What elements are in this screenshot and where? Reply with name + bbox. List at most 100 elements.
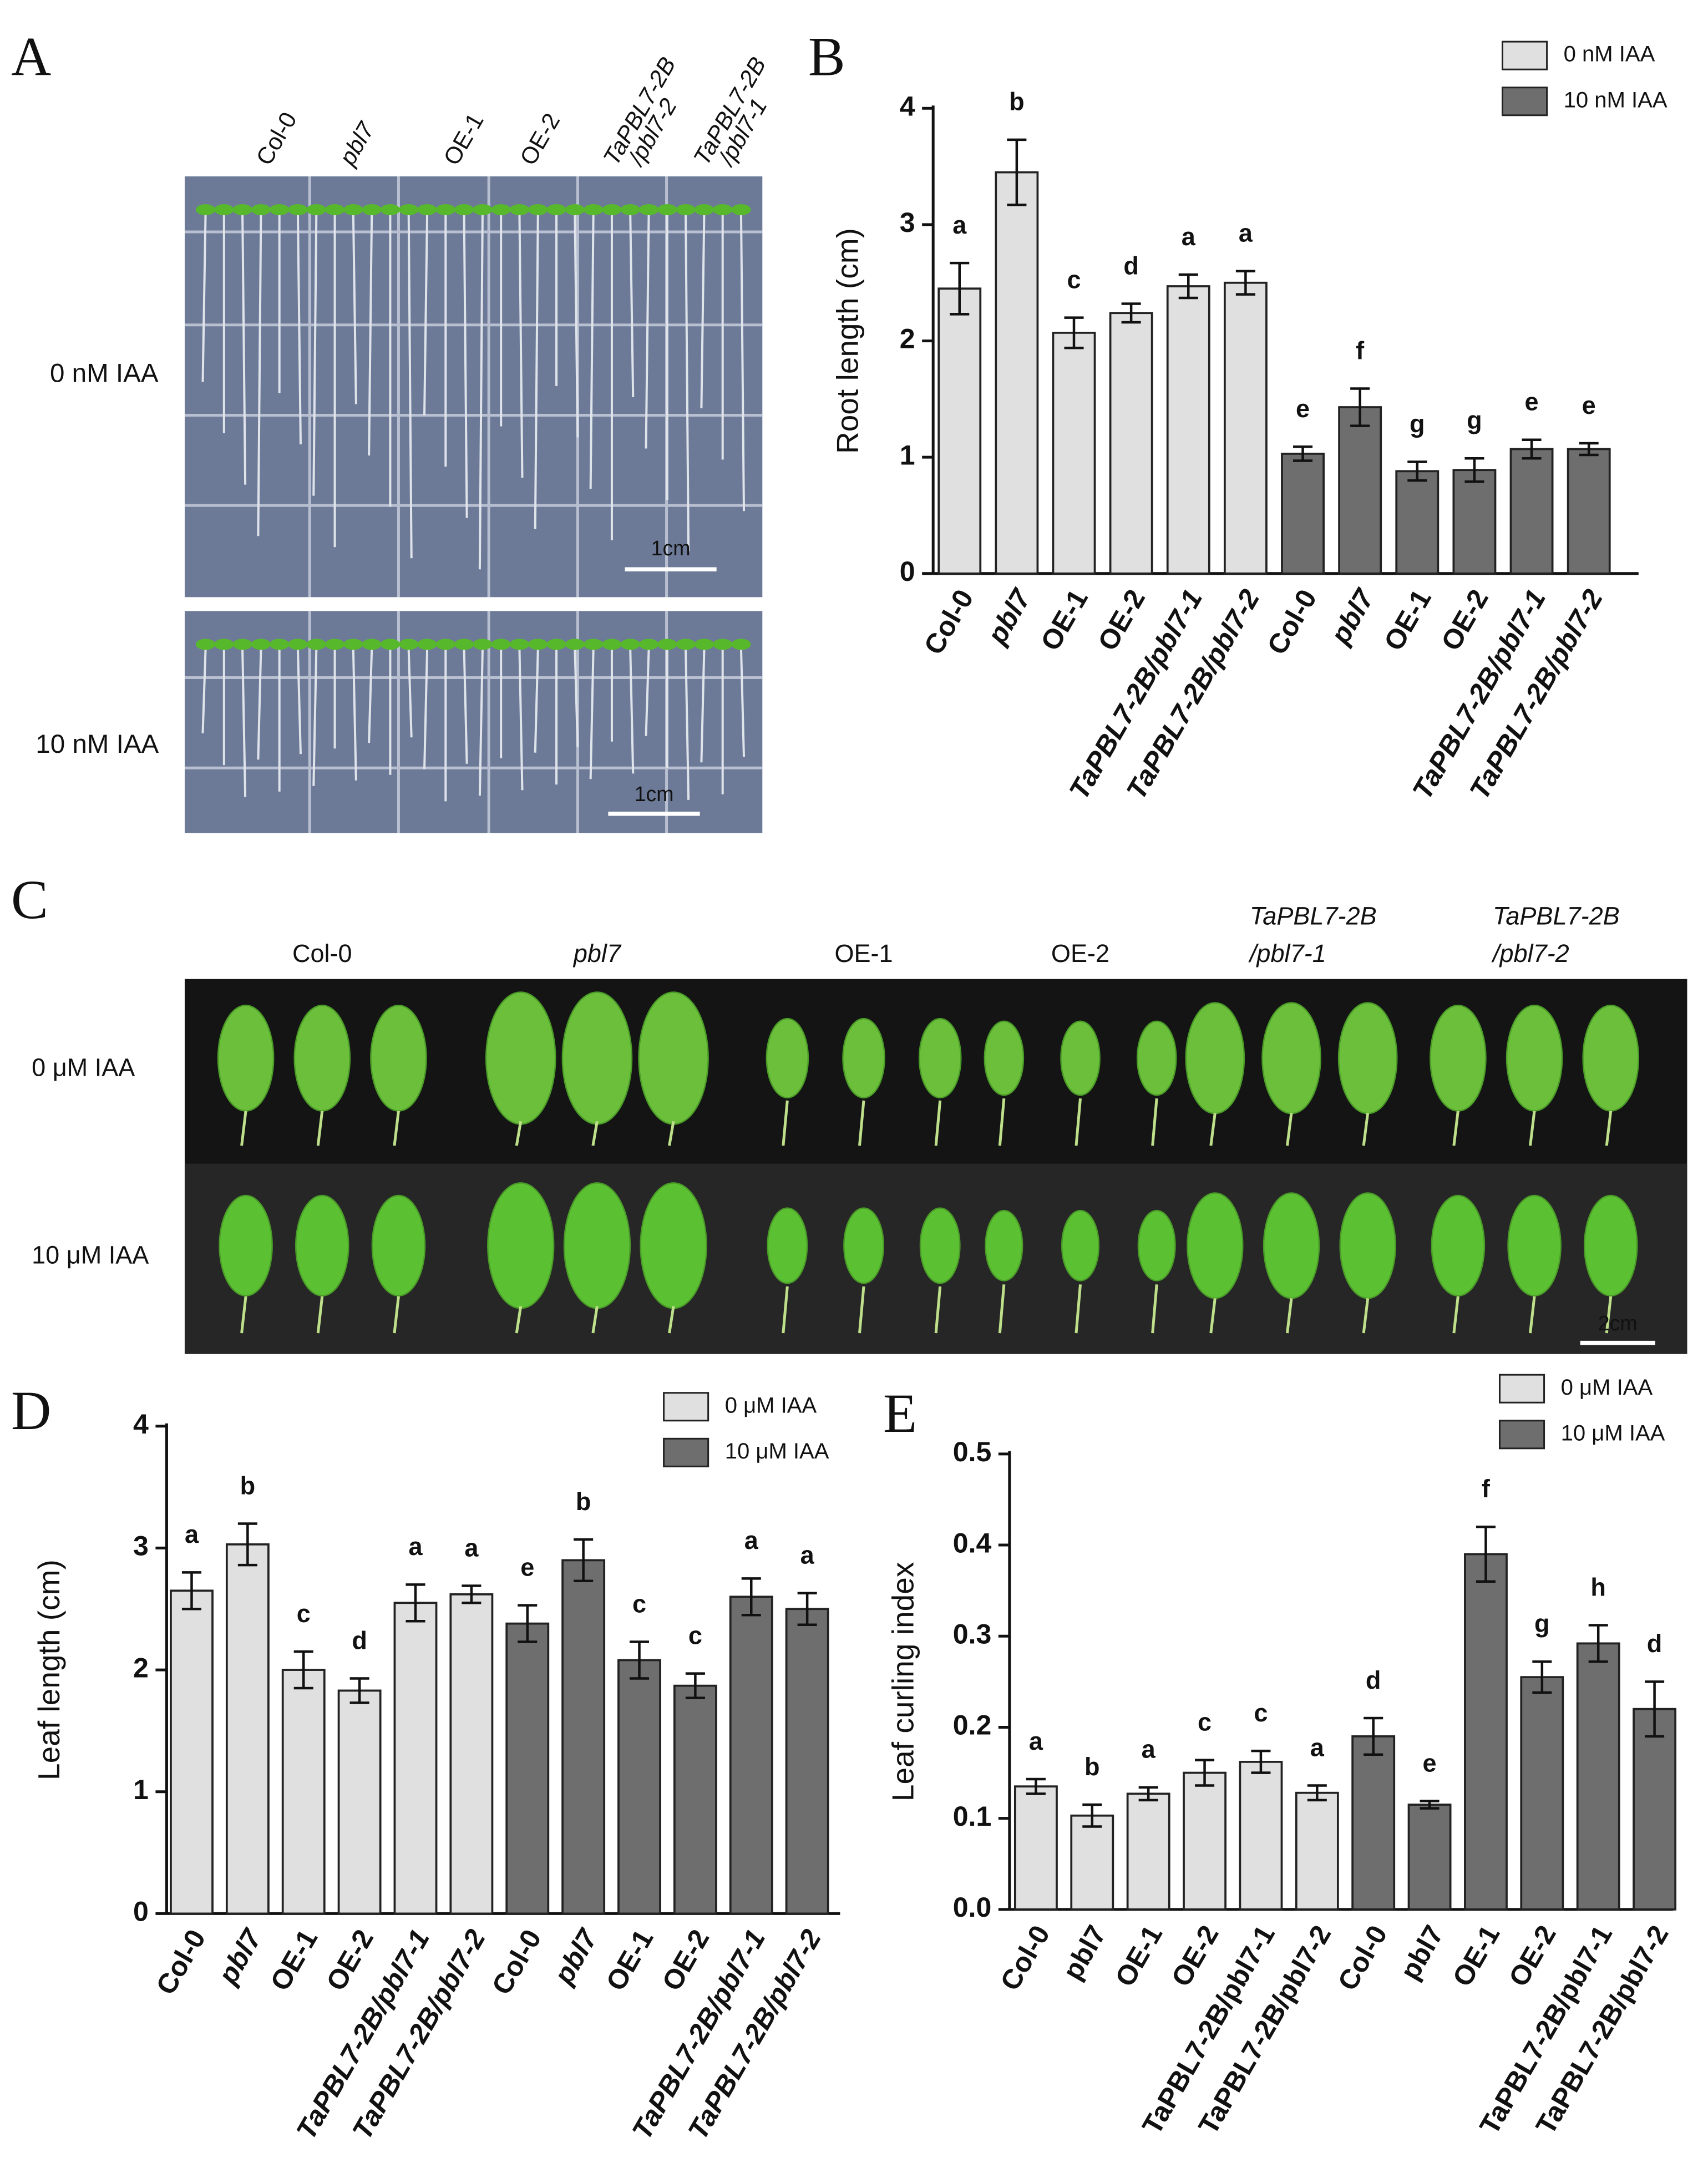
bar (1070, 1814, 1114, 1911)
petiole (591, 1306, 599, 1334)
legend-label: 0 μM IAA (725, 1393, 817, 1417)
significance-label: a (952, 211, 967, 239)
bar (617, 1659, 661, 1915)
petiole (1209, 1298, 1217, 1334)
row-label: 10 μM IAA (32, 1240, 149, 1269)
y-tick-label: 3 (133, 1531, 149, 1562)
petiole (240, 1296, 247, 1334)
column-label: OE-2 (1051, 939, 1109, 968)
bar (937, 287, 982, 575)
seedling (362, 204, 382, 215)
legend-swatch (1498, 1374, 1545, 1404)
leaf (487, 1182, 555, 1309)
bar (1281, 453, 1325, 575)
seedling (270, 639, 290, 650)
leaf (640, 1182, 707, 1309)
y-tick-label: 0 (133, 1896, 149, 1927)
y-tick-label: 4 (900, 90, 915, 121)
x-tick-label: OE-1 (1378, 584, 1437, 656)
seedling (491, 639, 511, 650)
error-bar (797, 1592, 817, 1627)
error-bar (1350, 387, 1370, 427)
seedling (399, 639, 419, 650)
error-bar (574, 1538, 594, 1582)
significance-label: d (1647, 1629, 1663, 1658)
petiole (1452, 1111, 1459, 1146)
significance-label: e (1525, 388, 1539, 416)
x-tick-label: Col-0 (1332, 1920, 1393, 1995)
root (478, 215, 484, 570)
x-tick-label: pbl7 (211, 1923, 268, 1990)
column-label: Col-0 (251, 108, 302, 170)
x-tick-label: pbl7 (1057, 1920, 1112, 1985)
root (518, 650, 524, 791)
root (352, 215, 357, 404)
error-bar (685, 1672, 705, 1699)
x-tick-label: OE-1 (1035, 584, 1094, 656)
error-bar (1476, 1525, 1496, 1583)
seedling (657, 204, 677, 215)
root (589, 650, 595, 779)
significance-label: h (1590, 1573, 1606, 1601)
significance-label: e (1423, 1749, 1437, 1777)
root (463, 215, 468, 518)
petiole (1151, 1284, 1158, 1334)
petiole (316, 1296, 324, 1334)
leaf (1261, 1002, 1321, 1115)
x-tick-label: Col-0 (918, 584, 980, 660)
seedling (325, 204, 345, 215)
seedling (288, 204, 308, 215)
significance-label: e (520, 1553, 534, 1581)
significance-label: a (1029, 1727, 1043, 1755)
significance-label: a (1239, 219, 1253, 247)
significance-label: c (1198, 1708, 1212, 1736)
petiole (1452, 1296, 1459, 1334)
x-tick-label: OE-2 (1503, 1920, 1562, 1992)
root (423, 215, 429, 416)
seedling (306, 204, 326, 215)
seedling (565, 204, 585, 215)
seedling (288, 639, 308, 650)
seedling (528, 204, 548, 215)
leaf (1582, 1005, 1640, 1112)
bar (1520, 1676, 1564, 1911)
root (700, 215, 706, 408)
leaf (842, 1017, 885, 1099)
x-tick-label: Col-0 (994, 1920, 1056, 1995)
bar (1338, 406, 1382, 575)
petiole (998, 1098, 1006, 1146)
error-bar (1064, 316, 1084, 350)
root (629, 215, 635, 397)
x-tick-label: OE-1 (1109, 1920, 1168, 1992)
seedling (251, 639, 271, 650)
column-label: OE-1 (438, 109, 489, 170)
x-tick-label: OE-2 (1165, 1920, 1225, 1992)
y-tick-label: 2 (900, 323, 915, 354)
leaf (1060, 1020, 1101, 1096)
legend-label: 10 nM IAA (1564, 88, 1668, 112)
legend-swatch (1501, 87, 1548, 117)
seedling (417, 204, 437, 215)
y-tick-label: 0.5 (953, 1436, 992, 1467)
petiole (1286, 1112, 1293, 1146)
seedling (270, 204, 290, 215)
significance-label: f (1482, 1475, 1491, 1503)
x-tick-label: pbl7 (1394, 1920, 1449, 1985)
root (368, 650, 373, 743)
leaf (1061, 1209, 1100, 1282)
plate (184, 176, 763, 597)
y-tick-label: 0.3 (953, 1618, 992, 1649)
row-label: 0 μM IAA (32, 1053, 135, 1081)
petiole (393, 1111, 400, 1146)
seedling (214, 204, 234, 215)
column-label: OE-1 (834, 939, 893, 968)
root (257, 215, 262, 536)
legend-label: 0 nM IAA (1564, 42, 1655, 67)
petiole (668, 1306, 675, 1334)
error-bar (1007, 138, 1027, 206)
petiole (858, 1286, 865, 1334)
seedling (214, 639, 234, 650)
seedling (491, 204, 511, 215)
seedling (325, 639, 345, 650)
